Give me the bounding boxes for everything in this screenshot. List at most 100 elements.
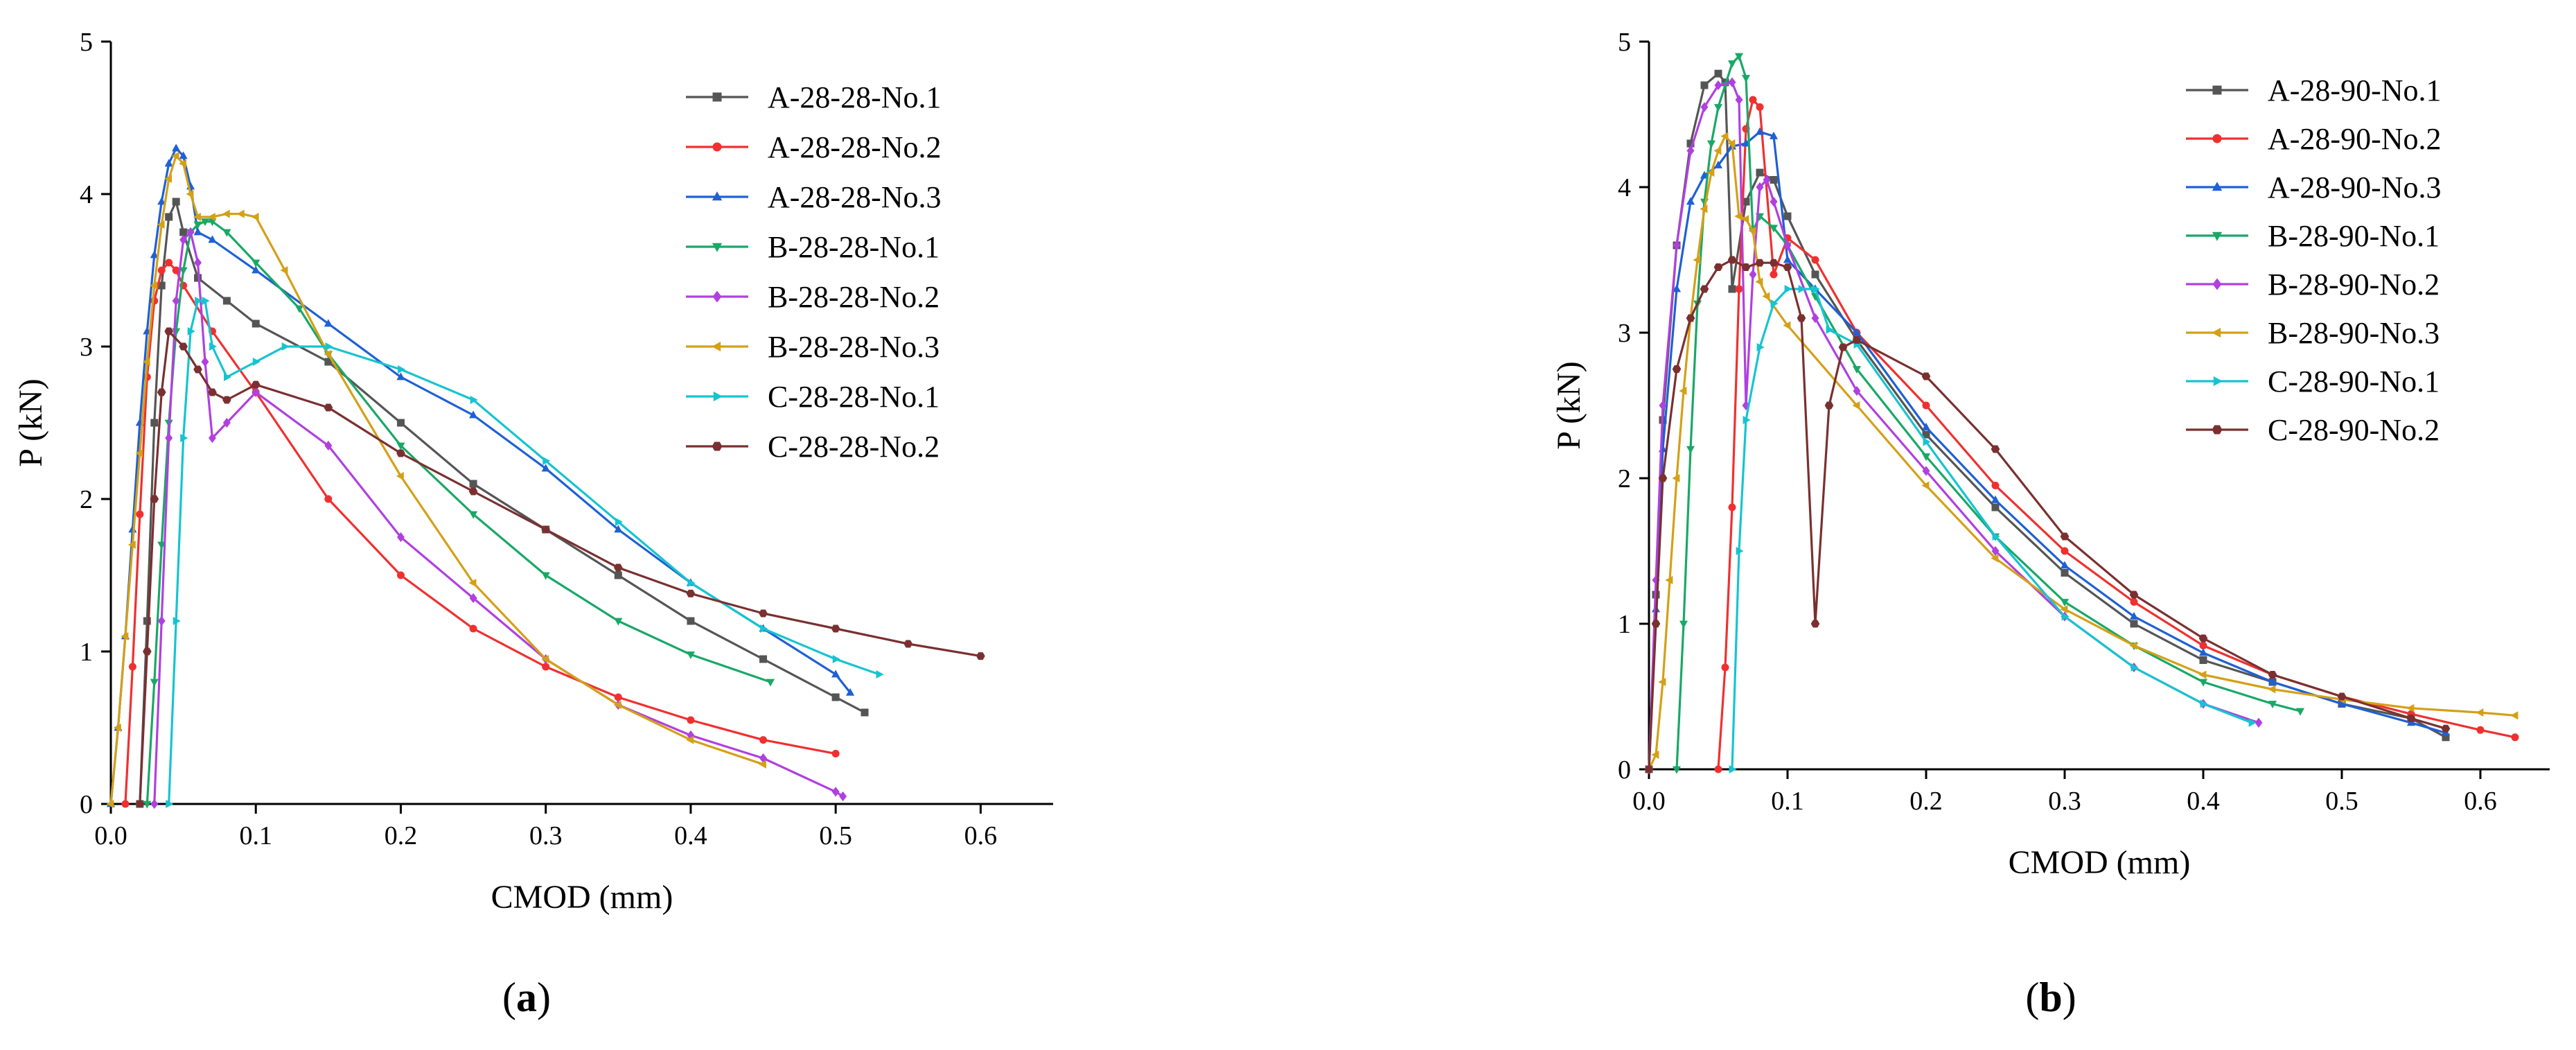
chart-panel-a: 0.0 0.1 0.2 0.3 0.4 0.5 0.6 0 1 2 3 4 5 CMOD (mm) P (k…	[0, 0, 1081, 970]
chart-b-legend-entry: C-28-90-No.1	[2268, 365, 2440, 399]
chart-b-data-point	[1672, 284, 1682, 292]
chart-a-data-point	[252, 265, 261, 274]
chart-b-series-5	[1644, 132, 2518, 774]
chart-b-legend-entry: A-28-90-No.2	[2268, 122, 2442, 156]
chart-a-data-point	[252, 259, 261, 268]
chart-b-data-point	[1713, 263, 1723, 271]
chart-b-data-point	[1672, 473, 1680, 483]
chart-b-data-point	[1714, 765, 1722, 773]
chart-a-data-point	[281, 342, 290, 351]
chart-b-legend-entry: C-28-90-No.2	[2268, 413, 2440, 447]
chart-b-data-point	[1770, 176, 1778, 184]
chart-a-series-4	[150, 227, 847, 810]
chart-b-y-tick-label: 0	[1618, 755, 1631, 785]
chart-b-data-point	[1686, 197, 1695, 205]
chart-b-data-point	[1992, 532, 2000, 541]
chart-a-x-tick-label: 0.5	[819, 821, 852, 850]
chart-b-data-point	[1783, 212, 1792, 220]
chart-a-data-point	[208, 432, 216, 444]
chart-a-data-point	[172, 266, 180, 274]
chart-a-data-point	[469, 480, 477, 488]
chart-a-data-point	[150, 419, 159, 427]
chart-b-legend-marker	[2212, 182, 2223, 191]
chart-b-data-point	[1824, 401, 1834, 410]
chart-a-data-point	[686, 589, 696, 597]
chart-b-data-point	[2130, 598, 2138, 606]
chart-a-data-point	[759, 655, 768, 663]
chart-a-data-point	[251, 380, 261, 389]
chart-b-data-point	[1991, 482, 2000, 490]
chart-b-data-point	[2268, 671, 2277, 679]
chart-b-data-point	[1735, 285, 1743, 293]
chart-a-legend-entry: A-28-28-No.2	[768, 130, 942, 164]
chart-a-data-point	[173, 616, 181, 626]
chart-b-series-6	[1729, 284, 2257, 774]
chart-b-x-tick-label: 0.5	[2325, 787, 2358, 816]
chart-b-data-point	[1784, 284, 1792, 294]
chart-a-data-point	[396, 419, 405, 427]
chart-a-data-point	[150, 250, 159, 259]
chart-b-data-point	[1755, 127, 1765, 135]
chart-a-data-point	[396, 532, 405, 543]
chart-b-group: 0.0 0.1 0.2 0.3 0.4 0.5 0.6 0 1 2 3 4 5 CMOD (mm) P (k…	[1552, 28, 2550, 881]
chart-a-data-point	[179, 228, 188, 236]
chart-b-data-point	[1713, 146, 1722, 155]
chart-a-data-point	[760, 624, 768, 633]
chart-b-data-point	[1727, 60, 1737, 69]
chart-a-series-3	[143, 218, 775, 809]
chart-b-data-point	[2441, 724, 2451, 733]
chart-a-legend-marker	[712, 341, 721, 352]
chart-a-data-point	[469, 624, 477, 633]
chart-a-data-point	[127, 540, 136, 550]
chart-b-data-point	[1658, 677, 1666, 687]
chart-a-data-point	[541, 572, 550, 580]
chart-b-data-point	[1783, 263, 1792, 271]
chart-b-data-point	[1770, 299, 1779, 308]
chart-a-data-point	[195, 296, 203, 306]
chart-a-data-point	[614, 693, 622, 701]
chart-a-data-point	[324, 403, 333, 412]
chart-b-data-point	[2198, 679, 2208, 687]
chart-a-data-point	[614, 618, 623, 626]
chart-a-series-line	[109, 147, 852, 805]
chart-b-data-point	[1734, 211, 1743, 221]
chart-b-y-tick-label: 5	[1618, 28, 1631, 57]
chart-b-data-point	[1922, 430, 1930, 439]
chart-a-legend-entry: A-28-28-No.3	[768, 180, 942, 214]
chart-a-series-2	[106, 143, 855, 807]
chart-b-data-point	[1728, 503, 1736, 511]
chart-a-data-point	[687, 716, 695, 724]
chart-a-data-point	[135, 800, 145, 808]
chart-b-data-point	[1672, 766, 1682, 774]
chart-a-data-point	[157, 388, 166, 396]
chart-b-legend-marker	[2212, 231, 2223, 241]
chart-b-legend-marker	[2212, 278, 2222, 290]
chart-b-data-point	[2406, 703, 2415, 712]
chart-b-data-point	[2060, 604, 2068, 614]
chart-a-data-point	[194, 257, 202, 268]
chart-b-data-point	[1991, 495, 2000, 503]
chart-a-data-point	[165, 259, 173, 267]
chart-a-legend-entry: C-28-28-No.1	[768, 380, 939, 414]
chart-b-data-point	[2200, 699, 2208, 708]
chart-a-data-point	[106, 799, 114, 809]
chart-a-data-point	[469, 410, 478, 419]
chart-a-legend: A-28-28-No.1 A-28-28-No.2 A-28-28-No.3 B-28…	[686, 80, 942, 464]
chart-b-data-point	[2061, 569, 2069, 577]
chart-a-data-point	[398, 365, 406, 374]
chart-a-data-point	[165, 432, 173, 444]
chart-a-data-point	[179, 234, 188, 245]
chart-b-series-3	[1672, 53, 2305, 774]
chart-a-series-7	[135, 327, 985, 808]
chart-a-data-point	[614, 571, 622, 579]
chart-a-data-point	[157, 281, 166, 290]
chart-a-legend-marker	[712, 290, 722, 303]
chart-b-data-point	[1798, 284, 1806, 294]
chart-a-data-point	[396, 449, 405, 457]
chart-b-x-tick-label: 0.3	[2048, 787, 2081, 816]
chart-panel-b: 0.0 0.1 0.2 0.3 0.4 0.5 0.6 0 1 2 3 4 5 CMOD (mm) P (k…	[1552, 0, 2576, 970]
chart-a-data-point	[113, 723, 121, 733]
chart-a-data-point	[236, 209, 245, 218]
chart-b-data-point	[1728, 285, 1736, 293]
chart-b-data-point	[1679, 620, 1688, 629]
